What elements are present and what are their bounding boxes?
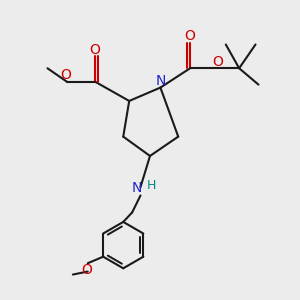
Text: N: N bbox=[156, 74, 166, 88]
Text: O: O bbox=[61, 68, 72, 82]
Text: O: O bbox=[212, 55, 223, 69]
Text: O: O bbox=[81, 263, 92, 277]
Text: H: H bbox=[147, 179, 157, 193]
Text: N: N bbox=[132, 181, 142, 195]
Text: O: O bbox=[90, 43, 101, 57]
Text: O: O bbox=[185, 29, 196, 44]
